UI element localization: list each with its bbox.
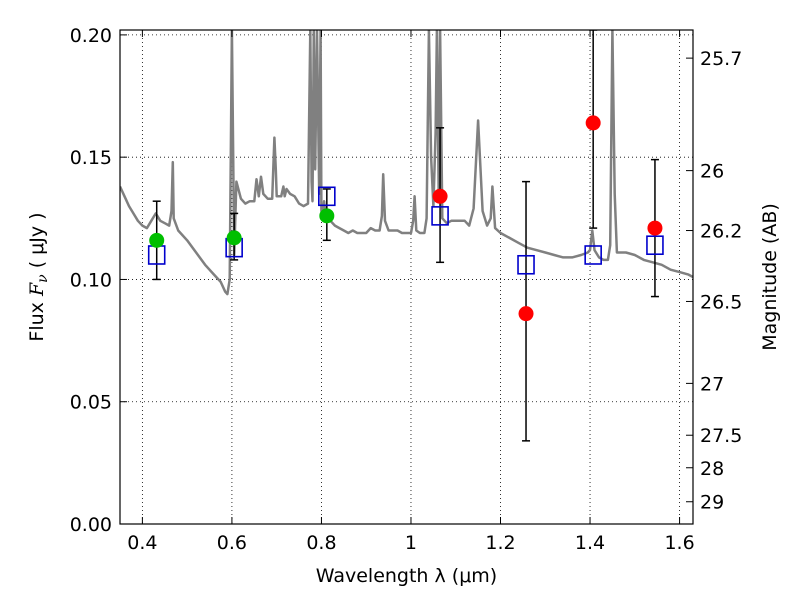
y2-tick-label: 27 xyxy=(700,373,724,395)
axis-ticks: 0.4 0.6 0.8 1 1.2 1.4 1.6 0.00 0.05 0.10 0.15 0.20 2… xyxy=(70,25,743,554)
red-data-point xyxy=(647,220,663,236)
x-tick-label: 1.4 xyxy=(575,532,605,554)
y-axis-title-suffix: ( μJy ) xyxy=(26,212,48,274)
y-tick-label: 0.00 xyxy=(70,514,112,536)
x-tick-label: 1.2 xyxy=(485,532,515,554)
green-data-point xyxy=(319,208,335,224)
red-data-point xyxy=(432,188,448,204)
y-tick-label: 0.05 xyxy=(70,392,112,414)
model-flux-square-marker xyxy=(584,245,602,265)
red-data-point xyxy=(585,115,601,131)
y2-axis-title: Magnitude (AB) xyxy=(759,203,781,351)
y-axis-title: Flux Fν ( μJy ) xyxy=(26,212,51,341)
model-flux-square-marker xyxy=(431,206,449,226)
plot-frame xyxy=(119,29,694,525)
model-flux-square-marker xyxy=(517,254,535,275)
y2-tick-label: 26 xyxy=(700,161,724,183)
red-data-point xyxy=(518,306,534,322)
y-axis-title-prefix: Flux xyxy=(26,296,48,342)
y2-tick-label: 26.2 xyxy=(700,221,742,243)
y-tick-label: 0.20 xyxy=(70,25,112,47)
y2-tick-label: 25.7 xyxy=(700,48,742,70)
x-tick-label: 1 xyxy=(405,532,417,554)
y-axis-title-symbol: F xyxy=(26,282,48,297)
y2-tick-label: 26.5 xyxy=(700,291,742,313)
x-tick-label: 0.6 xyxy=(217,532,247,554)
model-flux-square-marker xyxy=(646,235,664,256)
y-tick-label: 0.10 xyxy=(70,269,112,291)
y-axis-title-subscript: ν xyxy=(35,274,51,283)
plot-area xyxy=(120,30,693,442)
y-tick-label: 0.15 xyxy=(70,147,112,169)
x-tick-label: 1.6 xyxy=(664,532,694,554)
model-spectrum-line xyxy=(120,30,693,296)
y2-tick-label: 28 xyxy=(700,458,724,480)
x-tick-label: 0.8 xyxy=(306,532,336,554)
x-tick-label: 0.4 xyxy=(127,532,157,554)
green-data-point xyxy=(226,230,242,246)
grid xyxy=(120,30,693,525)
x-axis-title: Wavelength λ (μm) xyxy=(316,565,497,587)
model-flux-square-marker xyxy=(318,186,336,207)
green-data-point xyxy=(149,232,165,248)
y2-tick-label: 27.5 xyxy=(700,425,742,447)
y2-tick-label: 29 xyxy=(700,492,724,514)
